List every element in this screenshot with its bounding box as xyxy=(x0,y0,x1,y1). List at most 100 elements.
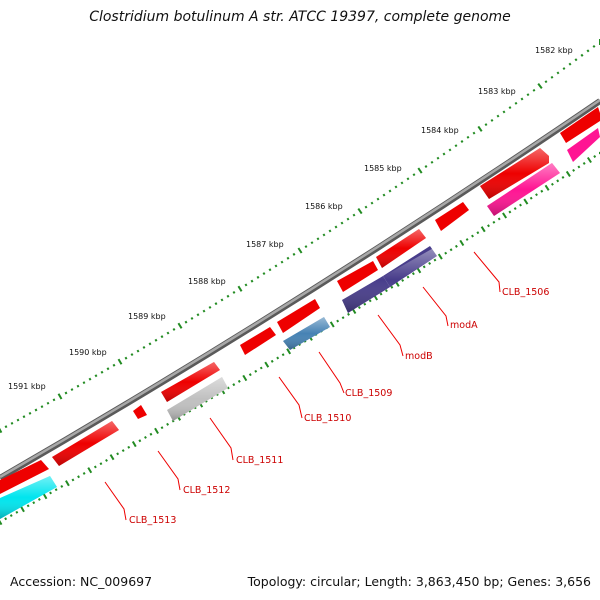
ruler-minor-tick xyxy=(341,316,345,320)
ruler-minor-tick xyxy=(540,189,544,193)
cds-arrow xyxy=(435,202,469,231)
ruler-minor-tick xyxy=(172,327,176,331)
ruler-major-tick xyxy=(565,170,571,177)
ruler-major-tick xyxy=(297,247,303,254)
label-leaders xyxy=(104,251,501,521)
ruler-major-tick xyxy=(57,393,63,400)
ruler-minor-tick xyxy=(226,386,230,390)
ruler-minor-tick xyxy=(430,160,434,164)
cds-arrow xyxy=(240,327,276,355)
ruler-minor-tick xyxy=(586,49,590,53)
ruler-minor-tick xyxy=(49,491,52,495)
ruler-minor-tick xyxy=(572,168,576,172)
ruler-minor-tick xyxy=(568,62,572,66)
ruler-minor-tick xyxy=(428,261,432,265)
ruler-minor-tick xyxy=(394,185,398,189)
ruler-minor-tick xyxy=(465,238,469,241)
ruler-major-tick xyxy=(87,467,93,474)
ruler-minor-tick xyxy=(472,131,476,135)
ruler-minor-tick xyxy=(411,272,415,276)
ruler-minor-tick xyxy=(46,401,50,405)
ruler-minor-tick xyxy=(237,379,241,383)
ruler-minor-tick xyxy=(136,349,140,353)
ruler-minor-tick xyxy=(4,517,8,521)
ruler-minor-tick xyxy=(526,93,530,97)
ruler-minor-tick xyxy=(556,71,560,75)
cds-arrow xyxy=(0,460,49,494)
kbp-label: 1589 kbp xyxy=(128,312,166,321)
ruler-minor-tick xyxy=(460,140,464,143)
ruler-major-tick xyxy=(437,253,443,260)
ruler-minor-tick xyxy=(160,335,164,339)
ruler-minor-tick xyxy=(562,67,566,70)
ruler-minor-tick xyxy=(580,53,584,57)
ruler-major-tick xyxy=(242,374,248,382)
ruler-minor-tick xyxy=(226,294,230,298)
kbp-label: 1584 kbp xyxy=(421,126,459,135)
ruler-minor-tick xyxy=(363,302,367,306)
ruler-minor-tick xyxy=(352,213,356,217)
ruler-major-tick xyxy=(154,427,159,435)
kbp-label: 1590 kbp xyxy=(69,348,107,357)
ruler-minor-tick xyxy=(514,101,518,105)
ruler-minor-tick xyxy=(4,425,8,429)
ruler-minor-tick xyxy=(77,475,80,479)
ruler-minor-tick xyxy=(127,445,131,449)
ruler-minor-tick xyxy=(166,422,170,426)
ruler-minor-tick xyxy=(376,197,380,201)
ruler-minor-tick xyxy=(422,265,426,269)
gene-label: CLB_1509 xyxy=(345,388,392,399)
ruler-minor-tick xyxy=(334,225,338,229)
ruler-minor-tick xyxy=(328,229,332,233)
ruler-minor-tick xyxy=(550,75,554,79)
ruler-minor-tick xyxy=(281,353,285,357)
ruler-minor-tick xyxy=(436,156,440,160)
ruler-labels: 1582 kbp 1583 kbp 1584 kbp 1585 kbp 1586… xyxy=(8,46,573,391)
ruler-minor-tick xyxy=(52,398,56,402)
kbp-label: 1586 kbp xyxy=(305,202,343,211)
gene-label: modA xyxy=(450,320,478,331)
ruler-major-tick xyxy=(477,125,483,132)
ruler-minor-tick xyxy=(424,165,428,168)
accession-text: Accession: NC_009697 xyxy=(10,574,153,589)
ruler-minor-tick xyxy=(130,353,134,357)
ruler-minor-tick xyxy=(232,290,236,294)
ruler-minor-tick xyxy=(262,272,266,276)
ruler-minor-tick xyxy=(142,345,146,349)
ruler-major-tick xyxy=(544,184,550,191)
ruler-minor-tick xyxy=(76,384,80,388)
ruler-minor-tick xyxy=(520,97,524,101)
ruler-minor-tick xyxy=(364,205,368,209)
ruler-minor-tick xyxy=(250,279,254,283)
gene-label: CLB_1511 xyxy=(236,455,283,466)
ruler-minor-tick xyxy=(124,356,128,360)
ruler-major-tick xyxy=(459,239,465,247)
ruler-minor-tick xyxy=(268,268,272,272)
ruler-minor-tick xyxy=(454,244,458,248)
ruler-minor-tick xyxy=(561,175,565,179)
ruler-minor-tick xyxy=(406,275,410,279)
ruler-minor-tick xyxy=(37,497,41,501)
ruler-minor-tick xyxy=(593,155,597,158)
ruler-minor-tick xyxy=(196,313,200,317)
ruler-major-tick xyxy=(237,285,243,292)
gene-label: CLB_1513 xyxy=(129,515,176,526)
cds-arrow xyxy=(337,261,378,292)
ruler-arc xyxy=(0,39,600,434)
ruler-minor-tick xyxy=(280,260,284,264)
ruler-major-tick xyxy=(177,322,183,329)
ruler-minor-tick xyxy=(220,298,224,302)
ruler-minor-tick xyxy=(138,439,142,443)
ruler-minor-tick xyxy=(54,488,58,492)
ruler-minor-tick xyxy=(22,415,26,419)
ruler-minor-tick xyxy=(71,478,75,482)
ruler-minor-tick xyxy=(535,193,538,197)
ruler-minor-tick xyxy=(336,319,340,323)
ruler-minor-tick xyxy=(347,312,350,316)
ruler-minor-tick xyxy=(433,258,437,262)
ruler-minor-tick xyxy=(322,233,326,237)
ruler-major-tick xyxy=(523,198,529,205)
ruler-minor-tick xyxy=(16,418,20,422)
ruler-minor-tick xyxy=(490,118,494,122)
